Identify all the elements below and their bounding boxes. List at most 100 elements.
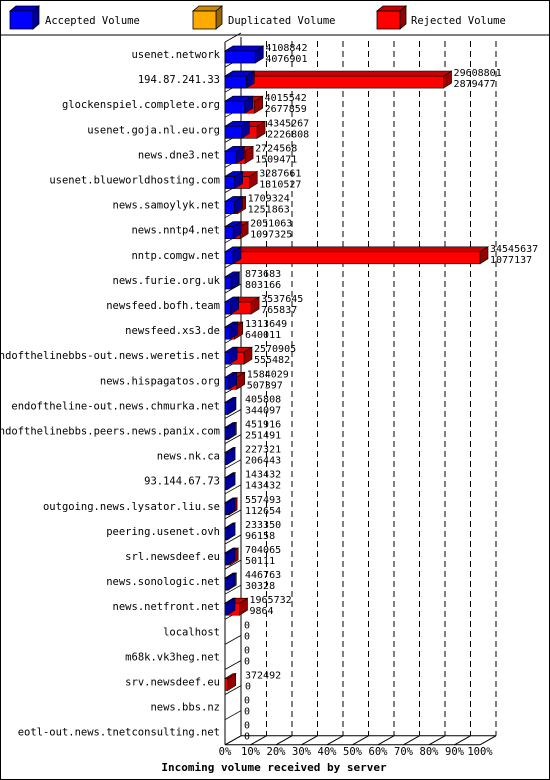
bar-accepted-front xyxy=(224,351,230,365)
legend-label-accepted: Accepted Volume xyxy=(45,15,140,27)
accepted-value-label: 555482 xyxy=(254,355,290,366)
bar-accepted-front xyxy=(224,251,234,265)
bar-accepted xyxy=(223,221,243,240)
x-tick-label: 50% xyxy=(343,746,363,758)
total-value-label: 29608801 xyxy=(454,68,502,79)
bar-accepted-front xyxy=(224,427,228,440)
legend-item-accepted: Accepted Volume xyxy=(8,5,140,30)
bar-accepted xyxy=(223,572,237,591)
bar-rejected-front xyxy=(224,678,229,691)
floor-line xyxy=(377,735,395,746)
accepted-value-label: 1097325 xyxy=(250,230,292,241)
total-value-label: 873683 xyxy=(245,269,281,280)
total-value-label: 704065 xyxy=(245,545,281,556)
floor-line xyxy=(326,735,344,746)
bar-accepted-front xyxy=(224,326,231,340)
total-value-label: 1313649 xyxy=(245,319,287,330)
bar-accepted xyxy=(223,597,237,616)
bar-accepted xyxy=(223,321,239,340)
wall-tick xyxy=(224,660,242,670)
bar-accepted-front xyxy=(224,502,228,516)
category-label: endoftheline-out.news.chmurka.net xyxy=(11,400,220,412)
category-label: localhost xyxy=(163,626,220,638)
bar-accepted xyxy=(223,120,251,139)
total-value-label: 2051063 xyxy=(250,219,292,230)
total-value-label: 405808 xyxy=(245,394,281,405)
bar-accepted xyxy=(223,447,237,466)
category-label: newsfeed.xs3.de xyxy=(125,325,220,337)
wall-tick xyxy=(224,685,242,695)
bar-rejected xyxy=(223,672,237,692)
category-label: eotl-out.news.tnetconsulting.net xyxy=(18,727,220,739)
legend-label-rejected: Rejected Volume xyxy=(411,15,506,27)
accepted-value-label: 143432 xyxy=(245,481,281,492)
wall-tick xyxy=(224,559,242,570)
category-label: usenet.network xyxy=(131,49,220,61)
accepted-value-label: 0 xyxy=(244,656,250,667)
category-label: endofthelinebbs-out.news.weretis.net xyxy=(0,350,220,362)
bar-rejected xyxy=(223,70,453,89)
floor-line xyxy=(479,735,497,746)
legend-swatch-accepted xyxy=(9,10,34,30)
bar-accepted xyxy=(223,547,237,566)
category-label: m68k.vk3heg.net xyxy=(125,651,220,663)
category-label: news.nntp4.net xyxy=(131,225,220,237)
bar-accepted-front xyxy=(224,126,242,139)
bar-accepted-front xyxy=(224,477,228,491)
category-label: peering.usenet.ovh xyxy=(106,526,220,538)
x-tick-label: 40% xyxy=(318,746,338,758)
bar-accepted-front xyxy=(224,602,228,616)
total-value-label: 227321 xyxy=(245,445,281,456)
category-label: news.sonologic.net xyxy=(106,576,220,588)
total-value-label: 3287661 xyxy=(259,169,301,180)
bar-accepted xyxy=(223,45,265,64)
accepted-value-label: 0 xyxy=(244,631,250,642)
category-label: 194.87.241.33 xyxy=(138,74,220,86)
accepted-value-label: 344097 xyxy=(245,405,281,416)
category-label: news.nk.ca xyxy=(157,451,220,463)
wall-tick xyxy=(224,635,242,645)
total-value-label: 451916 xyxy=(245,420,281,431)
total-value-label: 1709324 xyxy=(248,194,290,205)
bar-accepted xyxy=(223,522,237,541)
legend: Accepted Volume Duplicated Volume Reject… xyxy=(8,5,506,30)
total-value-label: 3537645 xyxy=(261,294,303,305)
bar-accepted xyxy=(223,371,238,390)
bar-accepted-front xyxy=(224,276,232,290)
legend-swatch-duplicated xyxy=(192,10,217,30)
category-label: news.netfront.net xyxy=(113,601,220,613)
bar-accepted-front xyxy=(224,527,228,541)
wall-tick xyxy=(224,32,242,43)
accepted-value-label: 112654 xyxy=(245,506,281,517)
bar-accepted xyxy=(223,271,240,290)
accepted-value-label: 640011 xyxy=(245,330,281,341)
total-value-label: 143432 xyxy=(245,470,281,481)
x-tick-label: 0% xyxy=(219,746,232,758)
category-label: nntp.comgw.net xyxy=(131,250,220,262)
bar-accepted-front xyxy=(224,452,228,465)
wall-tick xyxy=(224,735,242,746)
legend-item-duplicated: Duplicated Volume xyxy=(191,5,335,30)
total-value-label: 1965732 xyxy=(250,595,292,606)
accepted-value-label: 50111 xyxy=(245,556,275,567)
wall-tick xyxy=(224,584,242,595)
category-label: news.furie.org.uk xyxy=(113,275,221,287)
category-label: endofthelinebbs.peers.news.panix.com xyxy=(0,426,220,438)
accepted-value-label: 0 xyxy=(244,732,250,743)
bar-accepted-front xyxy=(224,75,247,89)
bar-accepted xyxy=(223,421,237,441)
bar-accepted xyxy=(223,246,242,265)
x-tick-label: 30% xyxy=(292,746,312,758)
accepted-value-label: 1251863 xyxy=(248,205,290,216)
bar-accepted xyxy=(223,396,237,415)
bar-rejected-top xyxy=(223,70,453,77)
total-value-label: 0 xyxy=(244,620,250,631)
bar-accepted xyxy=(223,472,237,491)
category-label: news.bbs.nz xyxy=(150,702,220,714)
total-value-label: 4015542 xyxy=(265,93,307,104)
total-value-label: 34545637 xyxy=(490,244,538,255)
accepted-value-label: 2677859 xyxy=(265,104,307,115)
total-value-label: 0 xyxy=(244,696,250,707)
accepted-value-label: 2226808 xyxy=(267,129,309,140)
accepted-value-label: 765837 xyxy=(261,305,297,316)
